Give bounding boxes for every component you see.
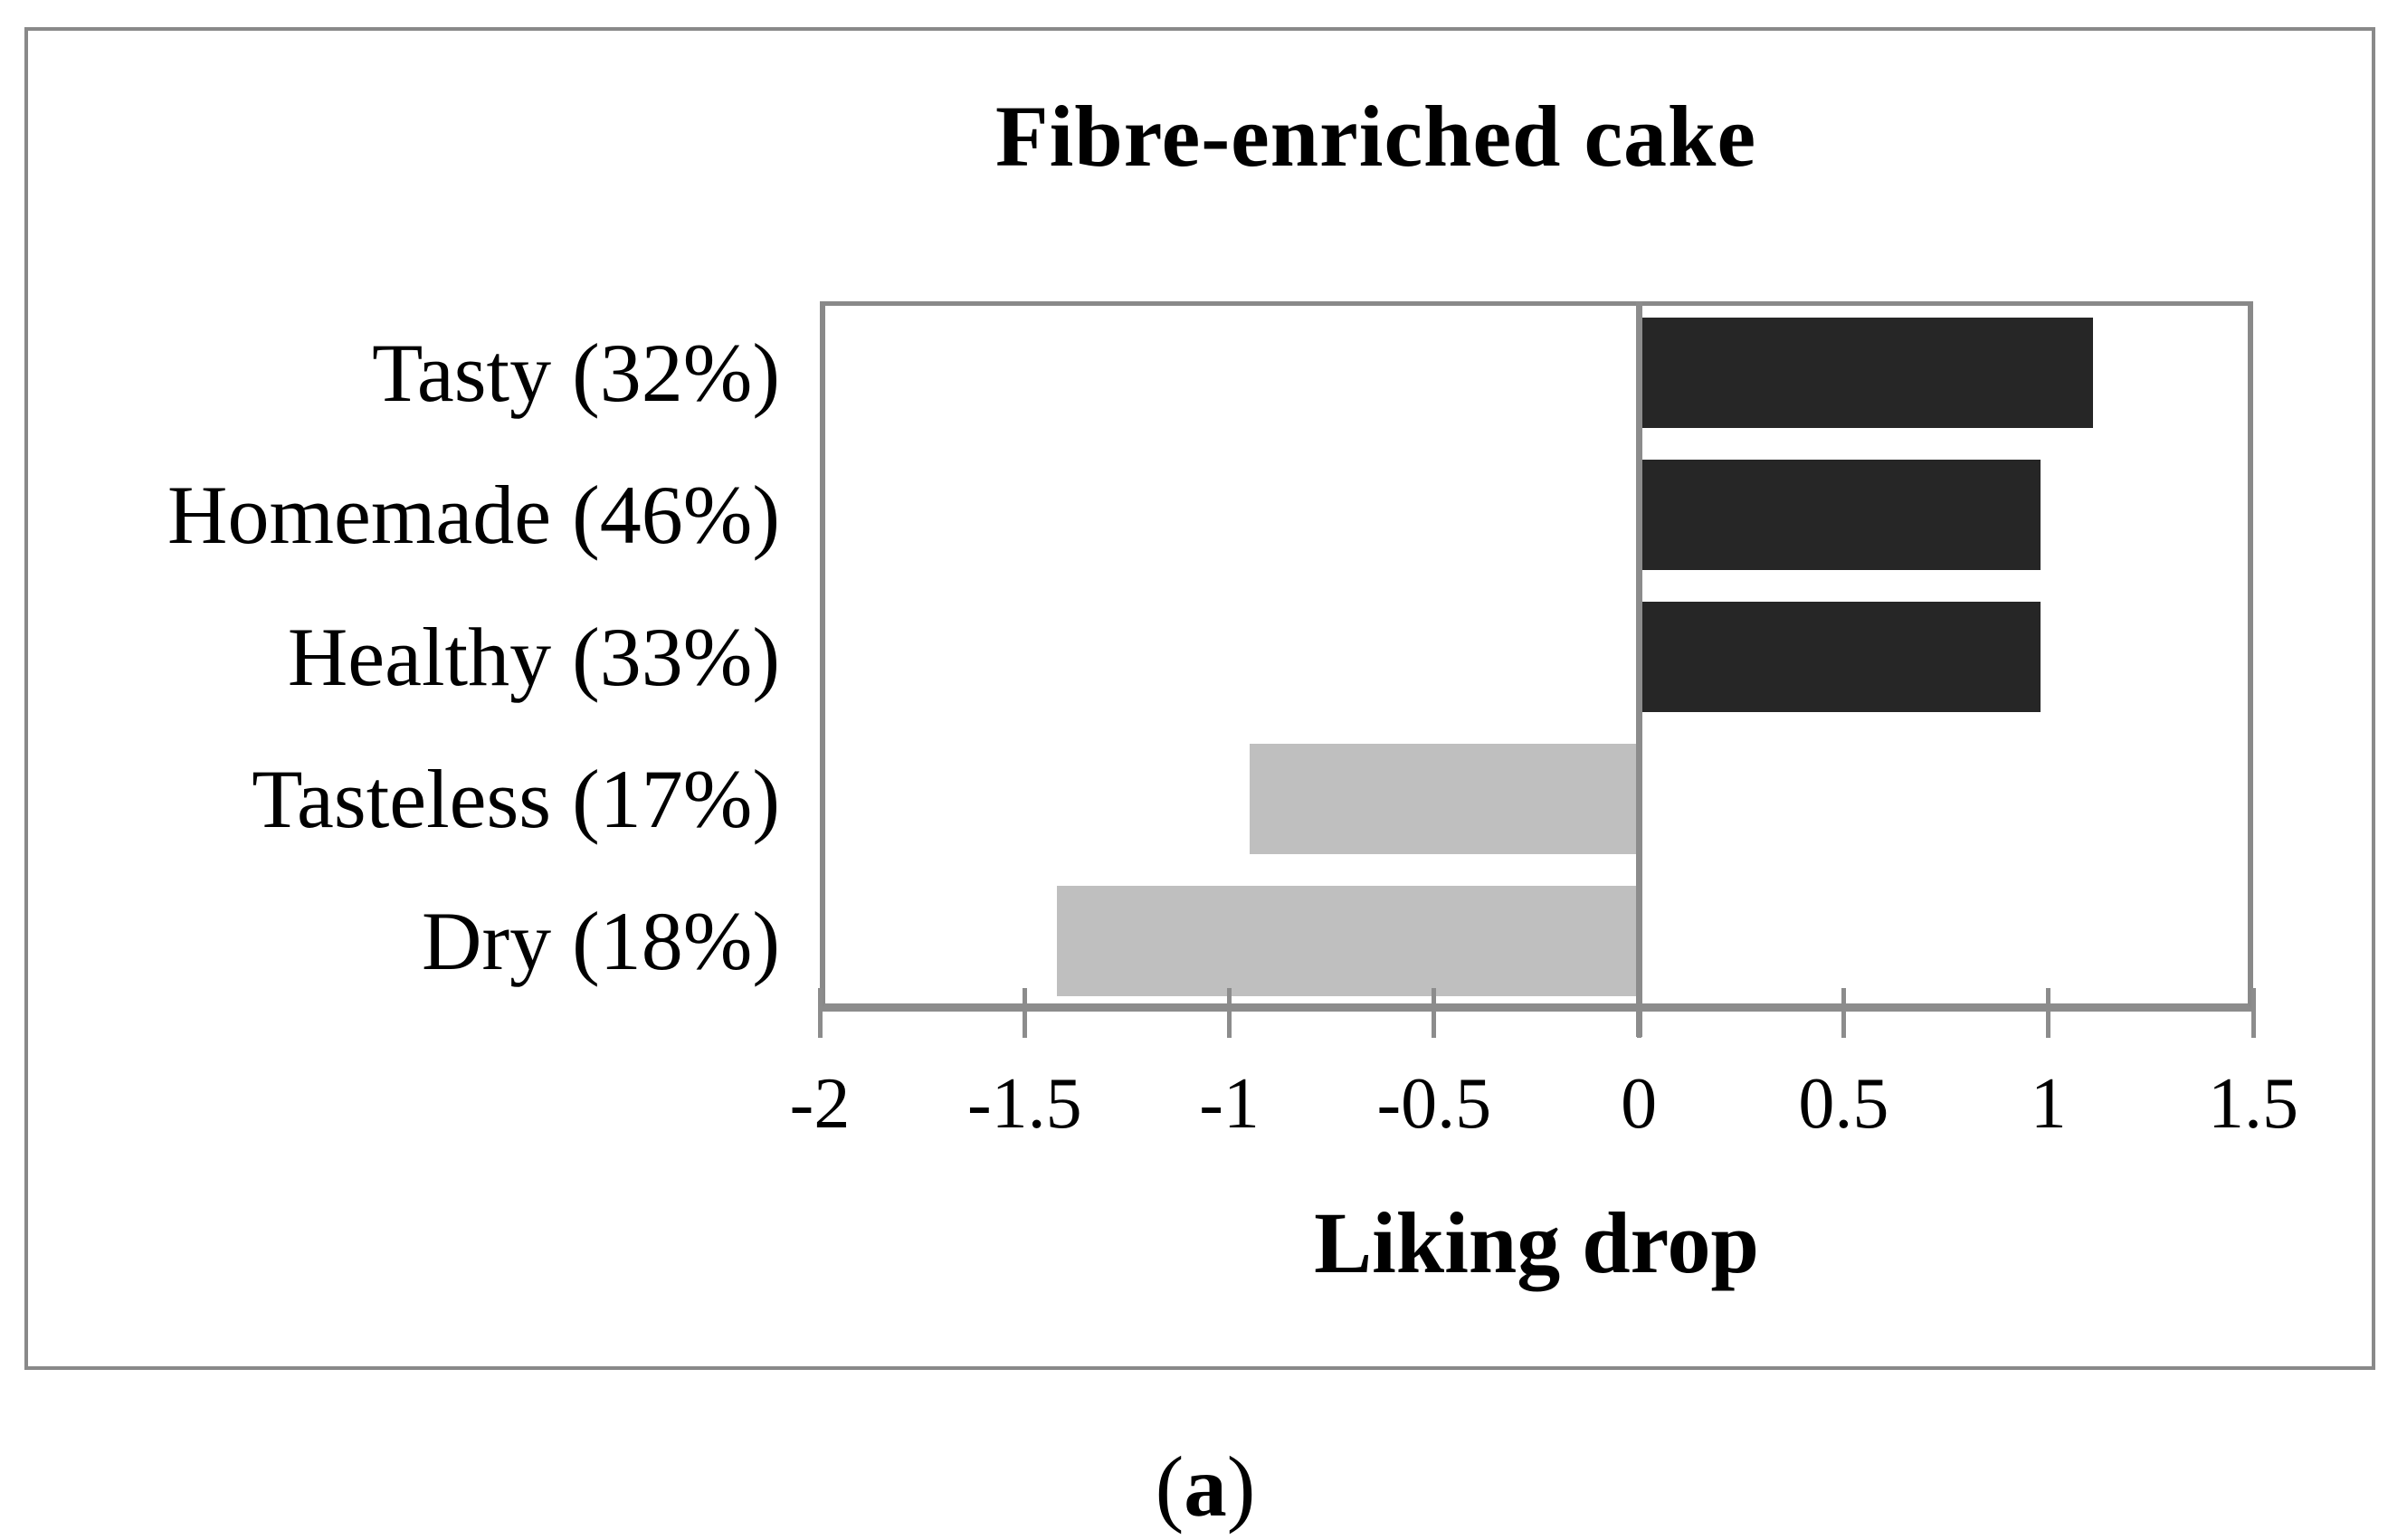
x-tick-label: -2 [789,1064,851,1144]
x-tick [2046,988,2051,1038]
x-tick-label: 0.5 [1798,1064,1889,1144]
x-tick-label: -1 [1199,1064,1260,1144]
bar-positive [1639,459,2041,570]
x-tick-label: -0.5 [1376,1064,1492,1144]
chart-title: Fibre-enriched cake [995,88,1757,185]
x-tick [1227,988,1232,1038]
category-label: Homemade (46%) [167,468,780,561]
x-tick-label: -1.5 [966,1064,1082,1144]
caption-open-paren: ( [1155,1439,1184,1535]
zero-axis-line [1635,301,1642,1037]
category-label: Dry (18%) [422,894,780,987]
x-tick-label: 1.5 [2208,1064,2298,1144]
bar-negative [1250,743,1640,854]
category-label: Tasty (32%) [372,326,780,419]
x-tick [817,988,823,1038]
x-tick [2250,988,2256,1038]
x-tick [1841,988,1846,1038]
bar-positive [1639,601,2041,712]
category-label: Healthy (33%) [287,610,780,703]
x-tick-label: 0 [1621,1064,1658,1144]
caption-close-paren: ) [1226,1439,1256,1535]
x-tick-label: 1 [2030,1064,2067,1144]
bar-negative [1057,885,1640,996]
x-tick [1432,988,1437,1038]
x-tick [1022,988,1027,1038]
caption-letter: a [1184,1439,1227,1535]
figure-caption: (a) [1156,1437,1256,1536]
x-axis-title: Liking drop [1314,1194,1759,1291]
bar-positive [1639,317,2094,428]
category-label: Tasteless (17%) [252,752,780,845]
